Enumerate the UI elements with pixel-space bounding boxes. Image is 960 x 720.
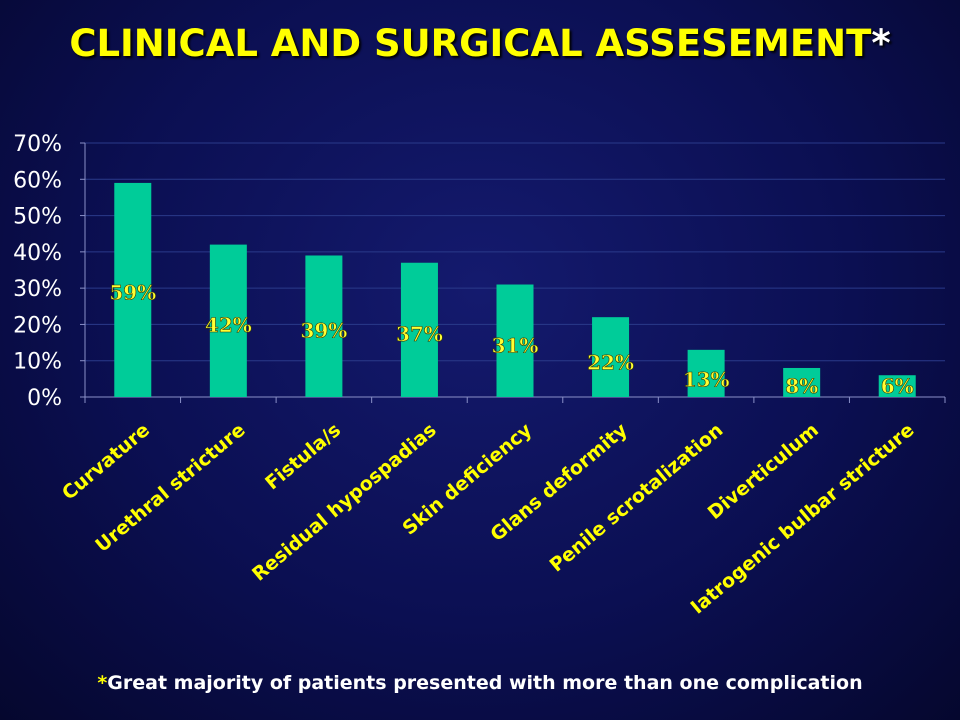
y-tick-label: 10% [13, 350, 62, 375]
bar [687, 349, 725, 397]
bar [400, 262, 438, 397]
data-label: 13% [683, 367, 730, 391]
slide-title-text: CLINICAL AND SURGICAL ASSESEMENT [69, 22, 872, 65]
category-label: Fistula/s [261, 419, 345, 494]
bar [305, 255, 343, 397]
y-tick-label: 30% [13, 277, 62, 302]
category-label: Penile scrotalization [546, 419, 728, 577]
bar [114, 182, 152, 397]
footnote-asterisk: * [97, 672, 108, 694]
bar [496, 284, 534, 397]
y-tick-label: 70% [13, 132, 62, 157]
y-tick-label: 0% [27, 386, 62, 411]
y-tick-label: 40% [13, 241, 62, 266]
y-tick-label: 60% [13, 168, 62, 193]
data-label: 39% [300, 318, 347, 342]
bar [783, 367, 821, 397]
bar [209, 244, 247, 397]
data-label: 37% [396, 322, 443, 346]
data-label: 31% [492, 334, 539, 358]
chart-data-labels: 59% 42% 39% 37% 31% 22% 13% 8% 6% [109, 280, 914, 398]
slide-title: CLINICAL AND SURGICAL ASSESEMENT* [0, 22, 960, 65]
y-tick-label: 20% [13, 313, 62, 338]
footnote-text: Great majority of patients presented wit… [107, 672, 863, 694]
footnote: *Great majority of patients presented wi… [0, 672, 960, 694]
data-label: 42% [205, 313, 252, 337]
bar [592, 317, 630, 397]
data-label: 6% [881, 374, 914, 398]
data-label: 22% [587, 350, 634, 374]
chart-bars [114, 182, 916, 397]
category-label: Curvature [58, 419, 154, 505]
data-label: 59% [109, 281, 156, 305]
category-label: Residual hypospadias [248, 419, 441, 586]
y-axis-tick-labels: 0% 10% 20% 30% 40% 50% 60% 70% [13, 132, 62, 411]
data-label: 8% [785, 374, 818, 398]
y-tick-label: 50% [13, 205, 62, 230]
bar [878, 375, 916, 397]
slide-title-asterisk: * [871, 22, 891, 65]
